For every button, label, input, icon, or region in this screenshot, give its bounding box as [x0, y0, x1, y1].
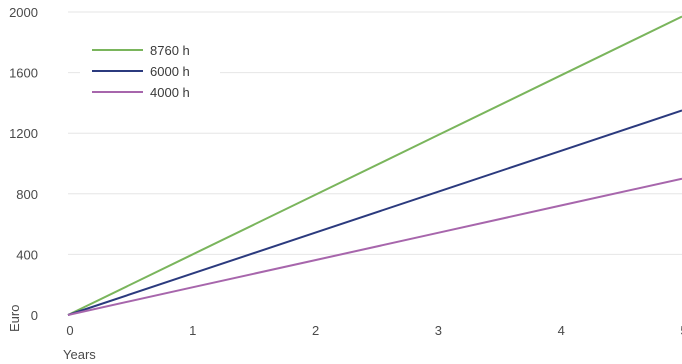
y-axis-title: Euro	[7, 305, 22, 332]
legend-label-4000h: 4000 h	[150, 85, 190, 100]
y-tick-label: 400	[16, 247, 38, 262]
series-lines	[67, 15, 682, 316]
y-tick-label: 1600	[9, 66, 38, 81]
legend-label-6000h: 6000 h	[150, 64, 190, 79]
legend-label-8760h: 8760 h	[150, 43, 190, 58]
x-axis-ticks: 0 1 2 3 4 5	[66, 323, 682, 338]
x-tick-label: 5	[680, 323, 682, 338]
y-tick-label: 2000	[9, 5, 38, 20]
x-tick-label: 3	[435, 323, 442, 338]
x-axis-title: Years	[63, 347, 96, 362]
series-line-8760h	[67, 15, 682, 316]
y-tick-label: 1200	[9, 126, 38, 141]
y-tick-label: 800	[16, 187, 38, 202]
x-tick-label: 4	[558, 323, 565, 338]
legend: 8760 h 6000 h 4000 h	[80, 38, 220, 104]
series-line-4000h	[67, 177, 682, 316]
y-tick-label: 0	[31, 308, 38, 323]
y-axis-ticks: 0 400 800 1200 1600 2000	[9, 5, 38, 323]
x-tick-label: 2	[312, 323, 319, 338]
x-tick-label: 1	[189, 323, 196, 338]
x-tick-label: 0	[66, 323, 73, 338]
series-line-6000h	[67, 109, 682, 316]
